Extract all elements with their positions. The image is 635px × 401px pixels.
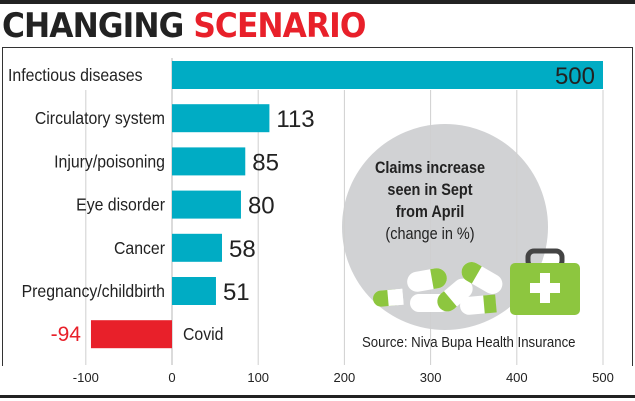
category-label: Infectious diseases [8,65,143,85]
bar [172,104,270,133]
bar [172,190,241,219]
first-aid-kit-icon [510,248,580,315]
category-label: Eye disorder [76,195,165,215]
x-tick-label: 0 [168,370,175,385]
title-part-1: CHANGING [2,6,184,46]
bar [172,147,246,176]
title-part-2: SCENARIO [193,6,366,46]
bar [172,277,216,305]
bar [172,233,222,262]
page-title: CHANGING SCENARIO [2,6,366,46]
x-tick-label: 400 [506,370,528,385]
note-line-2: seen in Sept [387,180,473,199]
source-note: Source: Niva Bupa Health Insurance [362,334,576,351]
category-label: Cancer [114,238,165,258]
note-line-1: Claims increase [374,158,486,177]
x-tick-label: -100 [73,370,99,385]
top-rule [0,0,635,4]
x-tick-label: 500 [592,370,614,385]
value-label: 113 [276,106,314,133]
value-label: 80 [248,193,275,220]
bottom-rule [0,395,635,398]
value-label: 85 [252,149,279,176]
value-label: 58 [229,236,256,263]
bar [172,61,603,89]
value-label: 51 [223,279,250,306]
category-label: Circulatory system [35,108,165,128]
bar [90,320,172,349]
x-tick-label: 100 [247,370,269,385]
category-label: Pregnancy/childbirth [22,281,165,301]
note-line-3: from April [395,202,465,221]
note-line-4: (change in %) [385,224,475,243]
x-tick-label: 200 [334,370,356,385]
value-label: 500 [555,63,595,90]
value-label: -94 [51,323,82,346]
category-label: Covid [183,324,223,344]
pills-icon [373,262,503,315]
chart-frame [2,47,633,366]
category-label: Injury/poisoning [54,151,165,171]
x-tick-label: 300 [420,370,442,385]
chart-annotation: Claims increase seen in Sept from April … [362,157,498,245]
